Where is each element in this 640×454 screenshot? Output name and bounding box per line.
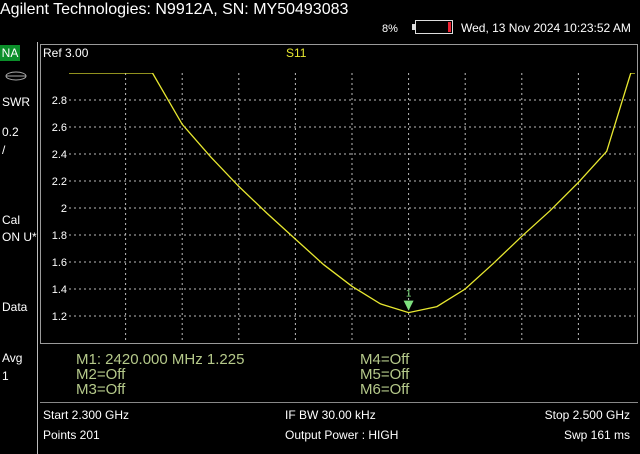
if-bandwidth[interactable]: IF BW 30.00 kHz — [285, 408, 376, 422]
marker-table: M1: 2420.000 MHz 1.225 M2=Off M3=Off M4=… — [68, 346, 638, 400]
avg-label[interactable]: Avg — [2, 351, 23, 365]
marker-m5-readout[interactable]: M5=Off — [360, 366, 410, 383]
y-tick-label: 1.2 — [52, 311, 67, 323]
y-tick-label: 2.2 — [52, 176, 67, 188]
battery-icon — [412, 20, 453, 34]
format-label[interactable]: SWR — [2, 95, 30, 109]
battery-percent: 8% — [382, 23, 398, 35]
data-label[interactable]: Data — [2, 300, 28, 314]
title-bar: Agilent Technologies: N9912A, SN: MY5049… — [0, 0, 640, 42]
output-power[interactable]: Output Power : HIGH — [285, 428, 399, 442]
marker-m1-label: 1 — [406, 289, 412, 300]
left-status-panel: NA SWR 0.2 / Cal ON U* Data Avg 1 — [0, 42, 38, 454]
marker-m6-readout[interactable]: M6=Off — [360, 381, 410, 398]
trace-label[interactable]: S11 — [286, 46, 307, 60]
scale-value[interactable]: 0.2 — [2, 125, 19, 139]
y-tick-label: 1.8 — [52, 230, 67, 242]
stop-frequency[interactable]: Stop 2.500 GHz — [544, 408, 630, 422]
y-tick-label: 2.4 — [52, 149, 67, 161]
sweep-time[interactable]: Swp 161 ms — [563, 428, 630, 442]
y-tick-label: 2 — [61, 203, 67, 215]
reference-level[interactable]: Ref 3.00 — [43, 46, 89, 60]
marker-m1-readout[interactable]: M1: 2420.000 MHz 1.225 — [76, 351, 245, 368]
marker-m4-readout[interactable]: M4=Off — [360, 351, 410, 368]
start-frequency[interactable]: Start 2.300 GHz — [43, 408, 130, 422]
scale-unit: / — [2, 143, 6, 157]
marker-m2-readout[interactable]: M2=Off — [76, 366, 126, 383]
swr-chart[interactable]: 1 — [69, 73, 637, 343]
s11-trace — [69, 73, 635, 314]
y-tick-label: 2.6 — [52, 122, 67, 134]
trace-display: Ref 3.00 S11 1 2.8 2.6 2.4 2.2 2 1.8 1.6 1.4 1.2 — [40, 44, 638, 344]
date-time: Wed, 13 Nov 2024 10:23:52 AM — [461, 21, 631, 35]
mode-badge[interactable]: NA — [0, 45, 20, 61]
points-count[interactable]: Points 201 — [43, 428, 100, 442]
cal-label[interactable]: Cal — [2, 213, 21, 227]
footer-bar: Start 2.300 GHz Points 201 IF BW 30.00 k… — [40, 402, 638, 453]
y-tick-label: 1.6 — [52, 257, 67, 269]
marker-m1-icon — [403, 300, 414, 311]
marker-m3-readout[interactable]: M3=Off — [76, 381, 126, 398]
cal-status: ON U* — [2, 230, 37, 244]
y-axis-labels: 2.8 2.6 2.4 2.2 2 1.8 1.6 1.4 1.2 — [52, 95, 67, 323]
instrument-title: Agilent Technologies: N9912A, SN: MY5049… — [0, 1, 349, 18]
y-tick-label: 1.4 — [52, 284, 67, 296]
avg-value: 1 — [2, 369, 9, 383]
y-tick-label: 2.8 — [52, 95, 67, 107]
sweep-indicator-icon — [5, 71, 27, 81]
